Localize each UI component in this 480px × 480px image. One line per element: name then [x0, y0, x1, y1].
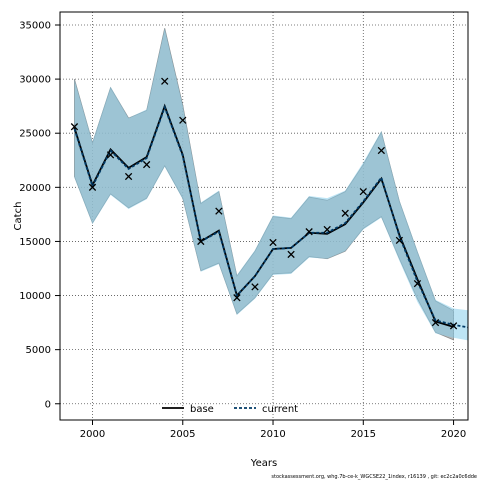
- observed-point: [161, 77, 169, 85]
- x-tick-label: 2020: [441, 429, 466, 440]
- x-tick-label: 2000: [80, 429, 105, 440]
- series-lines: [73, 103, 468, 329]
- observed-point: [341, 209, 349, 217]
- y-axis: 0 5000 10000 15000 20000 25000 30000 35000: [19, 20, 60, 410]
- x-tick-label: 2005: [170, 429, 195, 440]
- observed-point: [124, 172, 133, 181]
- observed-point: [106, 151, 115, 159]
- y-tick-label: 0: [45, 399, 51, 410]
- y-tick-label: 5000: [26, 345, 51, 356]
- x-axis-label: Years: [250, 458, 277, 469]
- observed-point: [251, 283, 259, 291]
- observed-point: [215, 207, 223, 215]
- source-caption: stockassessment.org, whg.7b-ce-k_WGCSE22…: [271, 474, 477, 480]
- observed-point: [323, 225, 331, 234]
- observed-point: [179, 116, 187, 124]
- plot-area: [59, 11, 469, 421]
- observed-point: [359, 187, 367, 196]
- observed-point: [449, 322, 458, 330]
- observed-point: [377, 146, 386, 155]
- y-tick-label: 25000: [19, 129, 51, 140]
- observed-point: [287, 250, 295, 259]
- observed-point: [431, 318, 440, 327]
- y-tick-label: 30000: [19, 75, 51, 86]
- y-tick-label: 35000: [19, 20, 51, 31]
- legend-label-base: base: [190, 404, 214, 415]
- observed-point: [88, 183, 97, 191]
- observed-markers: [70, 77, 458, 330]
- observed-point: [395, 236, 404, 245]
- observed-point: [305, 228, 313, 236]
- observed-point: [233, 294, 241, 302]
- y-tick-label: 20000: [19, 183, 51, 194]
- band-current: [74, 28, 468, 341]
- x-tick-label: 2015: [351, 429, 376, 440]
- plot-frame: [59, 11, 469, 421]
- legend: base current: [162, 404, 298, 415]
- observed-point: [142, 160, 151, 169]
- legend-label-current: current: [262, 404, 298, 415]
- x-axis: 2000 2005 2010 2015 2020: [80, 420, 466, 440]
- y-tick-label: 10000: [19, 291, 51, 302]
- observed-point: [197, 237, 205, 246]
- observed-point: [269, 238, 277, 247]
- x-tick-label: 2010: [260, 429, 285, 440]
- y-tick-label: 15000: [19, 237, 51, 248]
- observed-point: [413, 279, 422, 288]
- confidence-bands: [74, 28, 468, 341]
- observed-point: [70, 123, 79, 131]
- line-current: [73, 104, 468, 329]
- y-axis-label: Catch: [13, 202, 24, 231]
